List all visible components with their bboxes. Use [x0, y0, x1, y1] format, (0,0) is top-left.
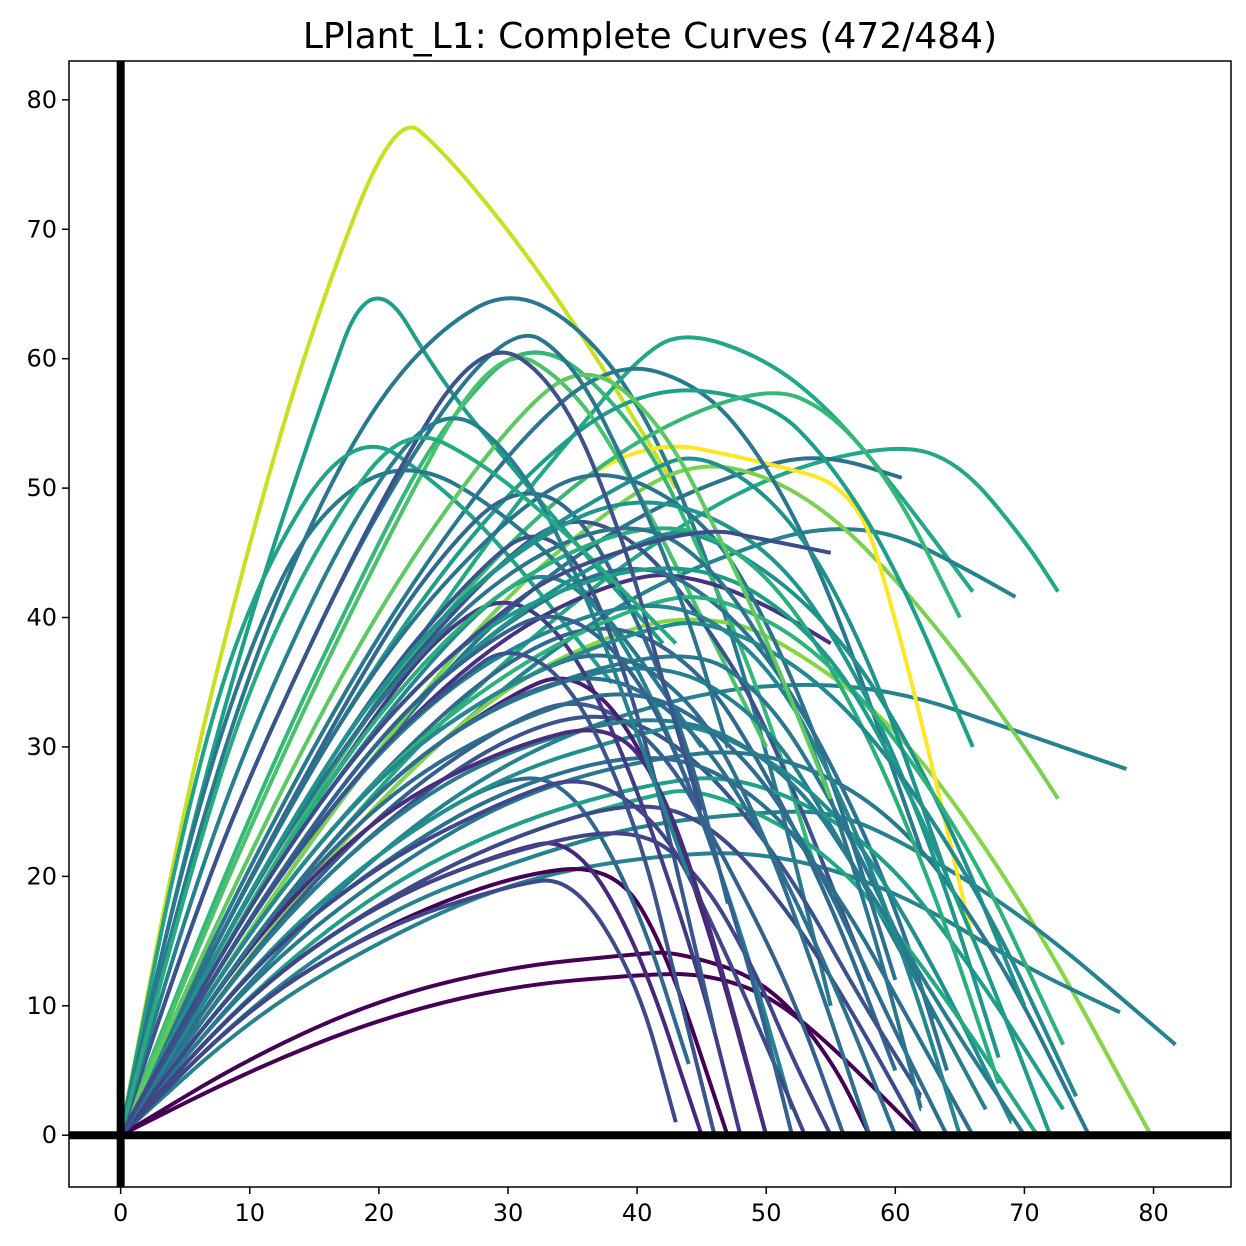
curve-series-64 [118, 372, 833, 1137]
y-tick-label: 10 [26, 992, 57, 1020]
curve-series-19 [118, 350, 820, 1136]
y-tick-label: 70 [26, 215, 57, 243]
curve-series-24 [118, 444, 613, 1136]
curve-series-8 [118, 464, 1060, 1137]
x-tick-label: 40 [622, 1199, 653, 1227]
curve-series-56 [118, 676, 898, 1137]
x-tick-label: 60 [880, 1199, 911, 1227]
plot-frame [68, 60, 1232, 1188]
x-tick-label: 30 [493, 1199, 524, 1227]
y-axis-ticks: 0 10 20 30 40 50 60 70 80 [26, 86, 69, 1149]
x-tick-label: 50 [751, 1199, 782, 1227]
y-tick-label: 40 [26, 604, 57, 632]
x-tick-label: 10 [234, 1199, 265, 1227]
y-tick-label: 50 [26, 474, 57, 502]
curve-series-67 [118, 416, 691, 1136]
x-tick-label: 20 [364, 1199, 395, 1227]
x-tick-label: 70 [1009, 1199, 1040, 1227]
y-tick-label: 30 [26, 733, 57, 761]
curve-series-7 [119, 682, 1128, 1137]
curve-series-54 [119, 831, 833, 1137]
x-tick-label: 0 [113, 1199, 128, 1227]
curve-series-66 [118, 350, 704, 1136]
x-tick-label: 80 [1138, 1199, 1169, 1227]
y-tick-label: 60 [26, 345, 57, 373]
x-axis-ticks: 0 10 20 30 40 50 60 70 80 [113, 1187, 1169, 1227]
curves-layer [118, 125, 1177, 1138]
curve-series-2 [118, 296, 833, 1136]
y-tick-label: 20 [26, 862, 57, 890]
y-tick-label: 0 [42, 1121, 57, 1149]
curve-series-63 [118, 456, 949, 1137]
curve-series-68 [118, 435, 678, 1136]
curve-series-21 [118, 366, 924, 1137]
curve-series-17 [119, 878, 678, 1137]
curve-series-69 [118, 529, 832, 1137]
curve-series-33 [119, 750, 1091, 1137]
curve-series-61 [118, 651, 717, 1137]
reference-lines [69, 61, 1231, 1187]
curve-series-14 [119, 972, 923, 1138]
curve-series-13 [119, 950, 872, 1137]
curve-series-20 [118, 356, 769, 1136]
curve-series-0 [118, 125, 678, 1136]
curve-series-53 [119, 779, 807, 1137]
y-tick-label: 80 [26, 86, 57, 114]
chart-title: LPlant_L1: Complete Curves (472/484) [303, 16, 997, 57]
curve-series-52 [119, 718, 1027, 1137]
curve-series-59 [118, 621, 1078, 1137]
